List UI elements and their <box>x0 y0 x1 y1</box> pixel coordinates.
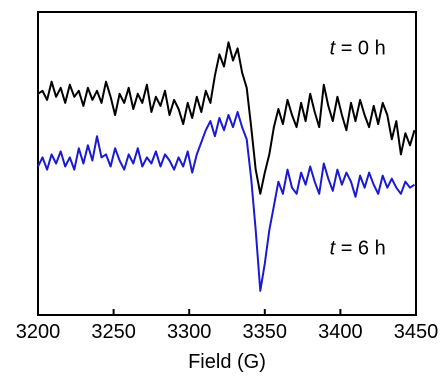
x-axis-label: Field (G) <box>188 351 266 373</box>
series-line-0 <box>37 41 416 195</box>
x-tick-label: 3450 <box>394 321 439 343</box>
x-ticks <box>37 309 417 315</box>
x-tick-label: 3300 <box>167 321 212 343</box>
x-tick-label: 3250 <box>91 321 136 343</box>
annotation-layer: t = 0 h t = 6 h <box>330 37 386 259</box>
x-tick-label: 3400 <box>318 321 363 343</box>
x-tick-labels: 3200 3250 3300 3350 3400 3450 <box>16 321 439 343</box>
series-annotation: t = 0 h <box>330 37 386 59</box>
series-line-1 <box>37 111 416 292</box>
x-tick-label: 3200 <box>16 321 61 343</box>
series-annotation: t = 6 h <box>330 237 386 259</box>
plot-frame <box>37 11 417 316</box>
x-tick-label: 3350 <box>243 321 288 343</box>
series-layer <box>37 41 416 292</box>
